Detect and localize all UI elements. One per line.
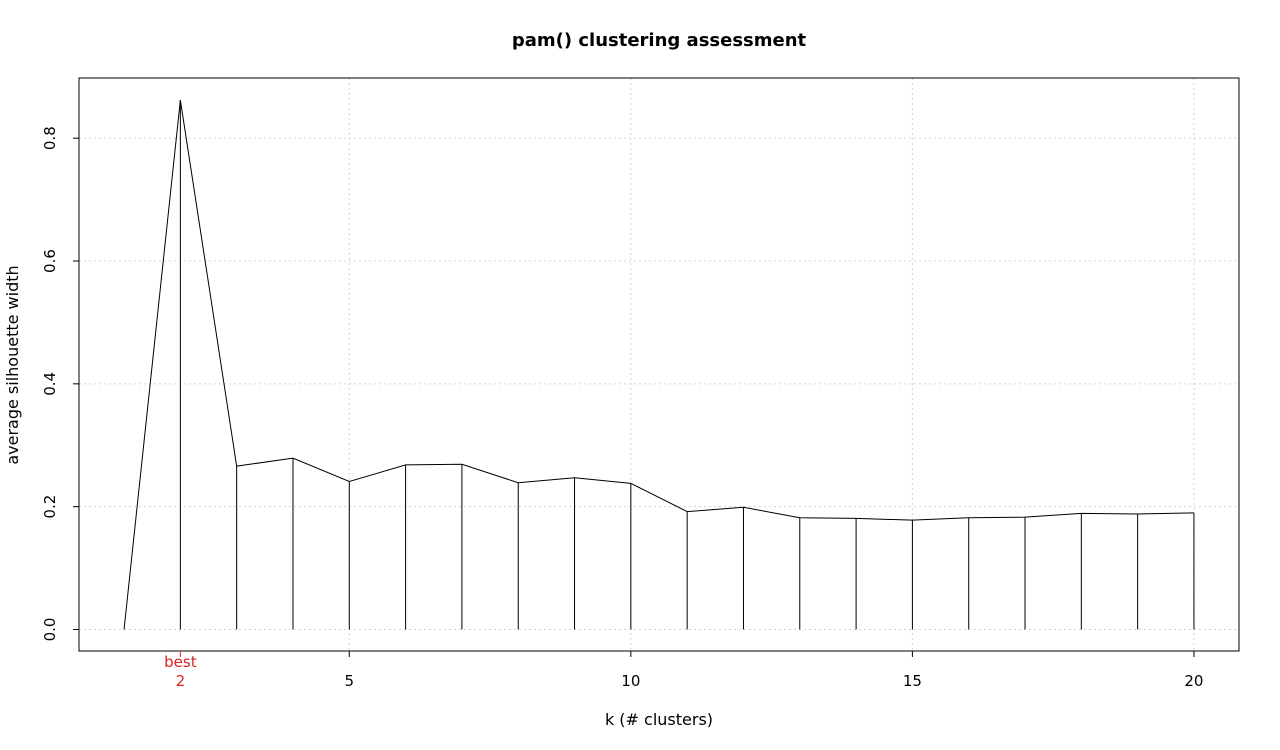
- best-k-tick-label: 2: [176, 672, 186, 690]
- y-axis: 0.0 0.2 0.4 0.6 0.8: [41, 126, 79, 641]
- y-tick-label-0.4: 0.4: [41, 372, 59, 396]
- x-tick-label-5: 5: [345, 672, 355, 690]
- plot-frame: [78, 77, 1240, 652]
- y-tick-label-0.2: 0.2: [41, 495, 59, 519]
- x-axis-label: k (# clusters): [605, 710, 713, 729]
- chart-title: pam() clustering assessment: [512, 30, 807, 51]
- x-tick-label-10: 10: [621, 672, 640, 690]
- vertical-drops: [179, 100, 1195, 630]
- y-tick-label-0.8: 0.8: [41, 126, 59, 150]
- y-tick-label-0: 0.0: [41, 618, 59, 642]
- y-axis-label: average silhouette width: [3, 265, 22, 464]
- x-tick-label-20: 20: [1184, 672, 1203, 690]
- grid-lines: [79, 78, 1239, 651]
- best-k-label: best: [164, 653, 197, 671]
- x-tick-label-15: 15: [903, 672, 922, 690]
- y-tick-label-0.6: 0.6: [41, 249, 59, 273]
- silhouette-line: [123, 100, 1194, 630]
